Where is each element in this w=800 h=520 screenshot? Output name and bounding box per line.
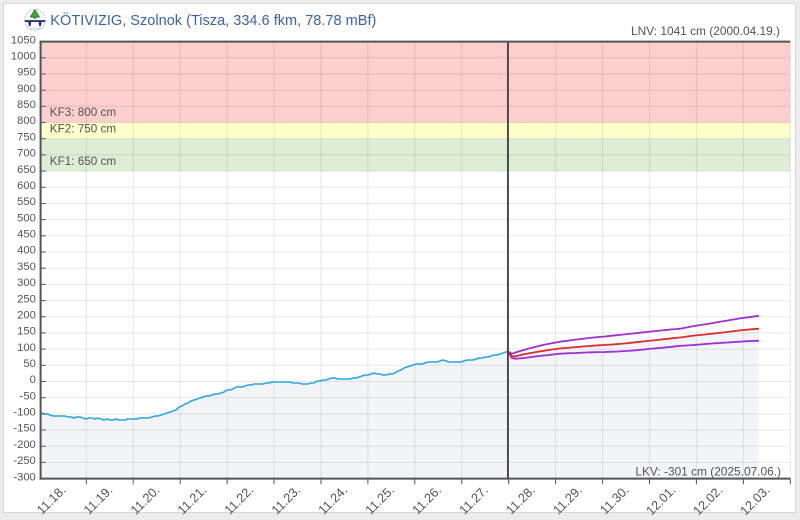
svg-text:KF1: 650 cm: KF1: 650 cm (50, 155, 116, 168)
svg-text:150: 150 (17, 326, 36, 338)
svg-text:-100: -100 (13, 407, 35, 419)
svg-text:900: 900 (17, 83, 36, 95)
svg-text:50: 50 (23, 358, 35, 370)
svg-text:11.26.: 11.26. (409, 482, 444, 517)
svg-text:650: 650 (17, 164, 36, 176)
svg-text:11.23.: 11.23. (268, 482, 303, 517)
svg-text:-50: -50 (20, 390, 36, 402)
svg-text:700: 700 (17, 148, 36, 160)
svg-text:12.03.: 12.03. (737, 482, 773, 518)
svg-text:950: 950 (17, 67, 36, 79)
svg-text:11.28.: 11.28. (503, 482, 538, 517)
svg-text:1000: 1000 (11, 51, 36, 63)
svg-text:KÖTIVIZIG, Szolnok (Tisza, 334: KÖTIVIZIG, Szolnok (Tisza, 334.6 fkm, 78… (50, 11, 376, 29)
svg-text:11.25.: 11.25. (362, 482, 397, 517)
svg-text:300: 300 (17, 277, 36, 289)
svg-text:KF3: 800 cm: KF3: 800 cm (50, 106, 116, 119)
svg-text:850: 850 (17, 99, 36, 111)
svg-text:450: 450 (17, 229, 36, 241)
svg-text:100: 100 (17, 342, 36, 354)
svg-text:550: 550 (17, 196, 36, 208)
svg-text:LKV: -301 cm (2025.07.06.): LKV: -301 cm (2025.07.06.) (635, 465, 781, 479)
svg-text:11.18.: 11.18. (34, 482, 69, 517)
svg-text:12.01.: 12.01. (643, 482, 679, 518)
svg-text:11.27.: 11.27. (456, 482, 491, 517)
svg-text:11.24.: 11.24. (315, 482, 350, 517)
svg-text:1050: 1050 (11, 34, 36, 46)
svg-text:750: 750 (17, 131, 36, 143)
svg-text:11.29.: 11.29. (550, 482, 585, 517)
svg-text:11.22.: 11.22. (221, 482, 256, 517)
svg-text:0: 0 (30, 374, 36, 386)
svg-text:11.20.: 11.20. (127, 482, 162, 517)
svg-text:-150: -150 (13, 423, 35, 435)
svg-text:200: 200 (17, 309, 36, 321)
svg-text:250: 250 (17, 293, 36, 305)
svg-text:11.21.: 11.21. (174, 482, 209, 517)
svg-text:LNV: 1041 cm (2000.04.19.): LNV: 1041 cm (2000.04.19.) (631, 24, 780, 38)
svg-text:11.30.: 11.30. (597, 482, 632, 517)
svg-text:-300: -300 (13, 471, 35, 483)
svg-text:KF2: 750 cm: KF2: 750 cm (50, 122, 116, 135)
svg-text:500: 500 (17, 212, 36, 224)
svg-text:-250: -250 (13, 455, 35, 467)
svg-text:12.02.: 12.02. (690, 482, 726, 518)
svg-text:800: 800 (17, 115, 36, 127)
svg-text:600: 600 (17, 180, 36, 192)
svg-text:400: 400 (17, 245, 36, 257)
svg-text:-200: -200 (13, 439, 35, 451)
svg-text:350: 350 (17, 261, 36, 273)
svg-text:11.19.: 11.19. (80, 482, 115, 517)
